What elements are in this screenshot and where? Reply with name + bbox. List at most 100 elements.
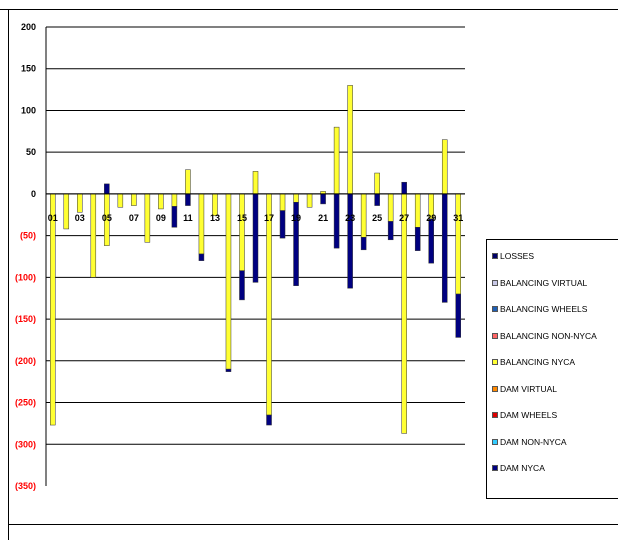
- bar-dam-nyca-21: [320, 193, 326, 205]
- x-tick-label: 17: [264, 213, 274, 223]
- legend-swatch: [492, 279, 498, 286]
- frame-top-border: [0, 0, 618, 10]
- legend-swatch: [492, 332, 498, 339]
- y-tick-label: (50): [20, 231, 36, 241]
- bar-dam-nyca-28: [414, 227, 421, 251]
- legend-label: DAM NON-NYCA: [500, 436, 567, 447]
- bar-balancing-nyca-23: [347, 85, 353, 195]
- bar-dam-nyca-10: [171, 206, 178, 228]
- x-tick-label: 03: [75, 213, 85, 223]
- bar-balancing-nyca-24: [360, 193, 367, 238]
- x-tick-label: 01: [48, 213, 58, 223]
- bar-balancing-nyca-14: [225, 193, 232, 370]
- frame-bottom-border: [9, 524, 618, 525]
- x-tick-label: 19: [291, 213, 301, 223]
- bar-dam-nyca-05: [104, 183, 110, 195]
- bar-balancing-nyca-30: [441, 139, 448, 195]
- y-tick-label: (150): [15, 314, 36, 324]
- bar-balancing-nyca-22: [333, 126, 340, 195]
- legend-item: BALANCING NON-NYCA: [492, 330, 597, 342]
- y-tick-label: (250): [15, 398, 36, 408]
- legend-label: BALANCING NON-NYCA: [500, 330, 597, 341]
- x-tick-label: 13: [210, 213, 220, 223]
- legend-label: DAM VIRTUAL: [500, 383, 557, 394]
- legend-swatch: [492, 465, 498, 471]
- bar-dam-nyca-25: [374, 193, 380, 206]
- legend-item: BALANCING NYCA: [492, 356, 575, 368]
- bar-balancing-nyca-09: [158, 193, 164, 210]
- bar-balancing-nyca-20: [306, 193, 313, 208]
- legend-item: DAM NON-NYCA: [492, 436, 567, 448]
- legend-swatch: [492, 306, 498, 312]
- legend-label: DAM NYCA: [500, 463, 545, 473]
- legend-swatch: [492, 359, 498, 365]
- bar-balancing-nyca-16: [252, 171, 259, 195]
- bar-balancing-nyca-17: [266, 193, 272, 416]
- bar-balancing-nyca-31: [455, 193, 461, 295]
- bar-dam-nyca-26: [387, 221, 394, 241]
- y-tick-label: 50: [26, 147, 36, 157]
- bar-dam-nyca-16: [252, 193, 259, 283]
- legend-item: DAM WHEELS: [492, 409, 557, 421]
- chart-legend: LOSSES BALANCING VIRTUAL BALANCING WHEELS B…: [486, 239, 618, 499]
- legend-item: LOSSES: [492, 250, 534, 262]
- legend-label: BALANCING VIRTUAL: [500, 277, 588, 288]
- y-tick-label: (350): [15, 481, 36, 491]
- legend-item: BALANCING WHEELS: [492, 303, 587, 315]
- bar-dam-nyca-12: [198, 253, 205, 261]
- x-tick-label: 23: [345, 213, 355, 223]
- x-tick-label: 07: [129, 213, 139, 223]
- bar-dam-nyca-14: [225, 368, 232, 372]
- bar-balancing-nyca-07: [131, 193, 137, 206]
- bar-dam-nyca-19: [293, 201, 299, 286]
- bar-dam-nyca-29: [428, 218, 434, 264]
- x-tick-label: 27: [399, 213, 409, 223]
- bar-balancing-nyca-15: [239, 193, 245, 271]
- legend-swatch: [492, 412, 498, 418]
- y-tick-label: (100): [15, 272, 36, 282]
- y-tick-label: (200): [15, 356, 36, 366]
- bar-dam-nyca-11: [185, 193, 191, 206]
- bar-balancing-nyca-01: [50, 193, 56, 426]
- legend-label: BALANCING NYCA: [500, 357, 576, 367]
- y-tick-label: 100: [21, 105, 36, 115]
- bar-dam-nyca-30: [441, 193, 448, 303]
- y-tick-label: (300): [15, 439, 36, 449]
- x-tick-label: 21: [318, 213, 328, 223]
- x-tick-label: 05: [102, 213, 112, 223]
- bar-balancing-nyca-18: [279, 193, 286, 211]
- bar-balancing-nyca-08: [144, 193, 151, 243]
- x-tick-label: 29: [426, 213, 436, 223]
- x-tick-label: 15: [237, 213, 247, 223]
- legend-label: DAM WHEELS: [500, 410, 558, 420]
- bar-balancing-nyca-10: [171, 193, 178, 207]
- bar-dam-nyca-24: [360, 237, 367, 251]
- bar-balancing-nyca-19: [293, 193, 299, 203]
- bar-dam-nyca-18: [279, 210, 286, 239]
- bar-dam-nyca-17: [266, 414, 272, 426]
- legend-item: BALANCING VIRTUAL: [492, 277, 587, 289]
- bar-dam-nyca-31: [455, 293, 461, 338]
- legend-swatch: [492, 438, 498, 445]
- bar-dam-nyca-22: [333, 193, 340, 249]
- bar-balancing-nyca-04: [90, 193, 97, 278]
- bar-dam-nyca-15: [239, 270, 245, 301]
- bar-balancing-nyca-12: [198, 193, 205, 255]
- bar-balancing-nyca-26: [387, 193, 394, 222]
- legend-label: BALANCING WHEELS: [500, 304, 588, 314]
- x-tick-label: 11: [183, 213, 193, 223]
- y-tick-label: 200: [21, 22, 36, 32]
- bar-balancing-nyca-25: [374, 172, 380, 195]
- bar-balancing-nyca-06: [117, 193, 124, 208]
- bar-dam-nyca-23: [347, 193, 353, 289]
- frame-left-border: [0, 9, 9, 540]
- legend-label: LOSSES: [500, 251, 535, 261]
- bar-balancing-nyca-02: [63, 193, 70, 230]
- legend-item: DAM VIRTUAL: [492, 383, 557, 395]
- x-tick-label: 25: [372, 213, 382, 223]
- x-tick-label: 09: [156, 213, 166, 223]
- bar-balancing-nyca-27: [401, 193, 407, 434]
- bar-balancing-nyca-11: [185, 169, 191, 195]
- y-tick-label: 0: [31, 189, 36, 199]
- x-tick-label: 31: [453, 213, 463, 223]
